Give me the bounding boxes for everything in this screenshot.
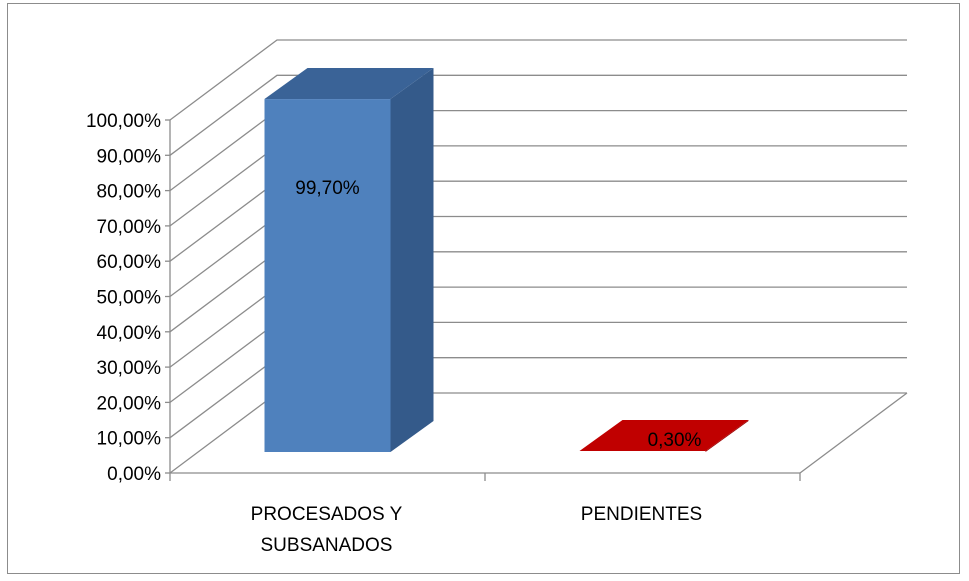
gridline (169, 39, 907, 121)
y-tick-label: 20,00% (97, 393, 162, 414)
category-label: PROCESADOS Y (251, 504, 403, 525)
bar-top (264, 68, 434, 100)
y-tick-label: 40,00% (97, 323, 162, 344)
y-tick-label: 70,00% (97, 217, 162, 238)
y-tick-label: 100,00% (86, 111, 161, 132)
y-tick-label: 30,00% (97, 358, 162, 379)
bar-side (390, 68, 434, 452)
y-tick-label: 0,00% (107, 464, 161, 485)
bar-side (705, 419, 749, 452)
category-label: SUBSANADOS (261, 535, 393, 556)
data-label: 99,70% (295, 178, 360, 199)
floor-right-edge (799, 392, 908, 474)
y-tick-label: 60,00% (97, 252, 162, 273)
y-tick-label: 50,00% (97, 288, 162, 309)
axis-layer: 0,00% 10,00% 20,00% 30,00% 40,00% 50,00% 60,00… (86, 111, 908, 485)
bar-top (579, 419, 749, 451)
chart-frame (7, 3, 960, 574)
bar-layer (264, 68, 749, 452)
category-label: PENDIENTES (581, 504, 702, 525)
bar-front (264, 99, 391, 452)
y-tick-label: 90,00% (97, 146, 162, 167)
data-label: 0,30% (648, 430, 702, 451)
gridline (169, 74, 907, 156)
label-layer: 99,70% PROCESADOS Y SUBSANADOS 0,30% PENDIEN… (251, 178, 703, 556)
y-tick-label: 10,00% (97, 429, 162, 450)
y-tick-label: 80,00% (97, 182, 162, 203)
